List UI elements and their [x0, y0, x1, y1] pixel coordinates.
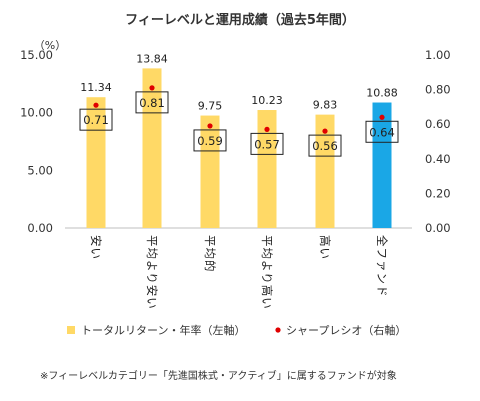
legend: トータルリターン・年率（左軸） シャープレシオ（右軸） — [67, 323, 406, 337]
category-label: 安い — [89, 235, 103, 260]
right-axis-ticks: 0.00 0.20 0.40 0.60 0.80 1.00 — [425, 48, 451, 235]
ratio-marker — [207, 123, 213, 129]
bar-value-label: 10.88 — [366, 87, 398, 100]
legend-swatch-bar — [67, 326, 75, 334]
right-tick-label: 1.00 — [425, 48, 451, 62]
legend-label-bar: トータルリターン・年率（左軸） — [81, 323, 245, 337]
ratio-marker — [322, 128, 328, 134]
bar — [315, 114, 335, 228]
ratio-label-box — [365, 120, 399, 143]
left-tick-label: 15.00 — [20, 48, 53, 62]
right-tick-label: 0.00 — [425, 221, 451, 235]
bar — [372, 102, 392, 228]
bar-value-labels: 11.34 13.84 9.75 10.23 9.83 10.88 — [80, 52, 398, 112]
left-axis-ticks: 0.00 5.00 10.00 15.00 — [20, 48, 53, 235]
category-label: 全ファンド — [375, 235, 389, 298]
ratio-value-label: 0.59 — [197, 134, 223, 148]
bar-value-label: 9.83 — [313, 99, 338, 112]
bar-value-label: 13.84 — [136, 52, 168, 65]
ratio-marker — [264, 126, 270, 132]
ratio-label-boxes: 0.71 0.81 0.59 0.57 0.56 0.64 — [79, 91, 399, 157]
ratio-label-box — [308, 134, 342, 157]
legend-label-marker: シャープレシオ（右軸） — [286, 323, 406, 337]
bar — [142, 68, 162, 229]
ratio-value-label: 0.56 — [312, 139, 338, 153]
right-tick-label: 0.80 — [425, 83, 451, 97]
bar — [200, 115, 220, 228]
right-tick-label: 0.60 — [425, 117, 451, 131]
category-label: 平均より安い — [145, 235, 159, 310]
legend-swatch-marker — [275, 327, 281, 333]
ratio-value-label: 0.81 — [139, 96, 165, 110]
right-tick-label: 0.40 — [425, 152, 451, 166]
ratio-value-label: 0.57 — [254, 137, 280, 151]
left-axis-unit: （%） — [34, 39, 66, 52]
ratio-label-box — [135, 91, 169, 114]
ratio-value-label: 0.64 — [369, 125, 395, 139]
ratio-marker — [379, 114, 385, 120]
ratio-label-box — [250, 132, 284, 155]
bar-value-label: 11.34 — [80, 81, 112, 94]
ratio-marker — [93, 102, 99, 108]
footnote: ※フィーレベルカテゴリー「先進国株式・アクティブ」に属するファンドが対象 — [40, 369, 397, 382]
ratio-value-label: 0.71 — [83, 113, 109, 127]
category-labels: 安い 平均より安い 平均的 平均より高い 高い 全ファンド — [89, 235, 389, 310]
left-tick-label: 5.00 — [27, 163, 53, 177]
left-tick-label: 10.00 — [20, 106, 53, 120]
category-label: 平均的 — [203, 235, 217, 273]
category-label: 平均より高い — [260, 235, 274, 310]
ratio-marker — [149, 85, 155, 91]
bar — [257, 110, 277, 228]
right-tick-label: 0.20 — [425, 186, 451, 200]
bar-value-label: 10.23 — [251, 94, 283, 107]
bar-value-label: 9.75 — [198, 100, 223, 113]
ratio-label-box — [79, 108, 113, 131]
chart-title: フィーレベルと運用成績（過去5年間） — [125, 12, 355, 28]
ratio-label-box — [193, 129, 227, 152]
bar-series — [86, 68, 392, 229]
ratio-markers — [93, 85, 385, 134]
left-tick-label: 0.00 — [27, 221, 53, 235]
category-label: 高い — [318, 235, 332, 260]
